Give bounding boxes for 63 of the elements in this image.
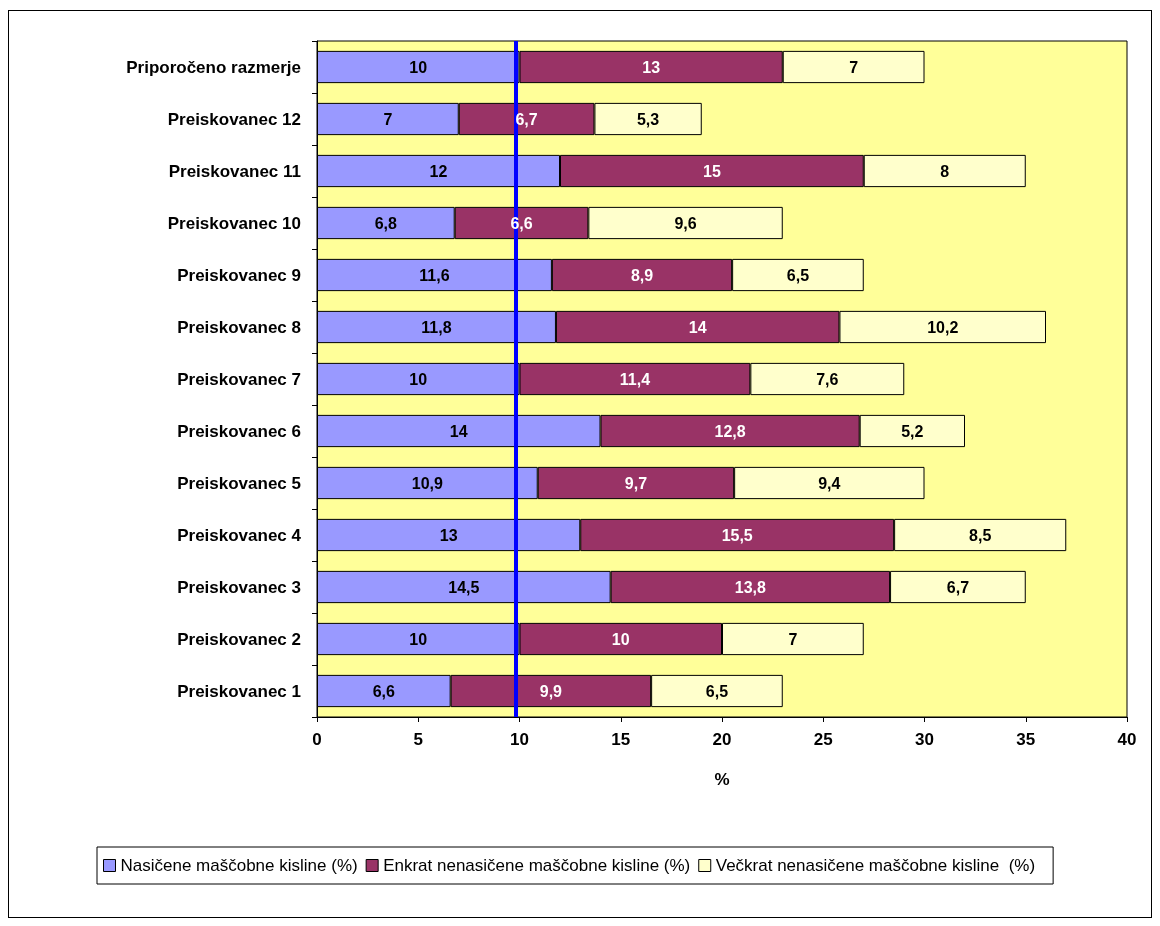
data-label: 7,6	[816, 370, 839, 388]
data-label: 6,5	[705, 682, 729, 700]
data-label: 13	[642, 58, 661, 76]
data-label: 11,4	[619, 370, 651, 388]
y-tick-label: Preiskovanec 5	[177, 473, 301, 493]
y-tick-label: Preiskovanec 9	[177, 265, 301, 285]
data-label: 11,8	[421, 318, 452, 336]
data-label: 10	[409, 370, 428, 388]
data-label: 7	[788, 630, 798, 648]
data-label: 5,3	[636, 110, 660, 128]
data-label: 14	[449, 422, 468, 440]
data-label: 9,9	[539, 682, 563, 700]
y-tick-label: Preiskovanec 7	[177, 369, 301, 389]
data-label: 7	[383, 110, 393, 128]
x-tick-label: 20	[712, 730, 732, 749]
y-tick-label: Preiskovanec 8	[177, 317, 301, 337]
data-label: 15,5	[721, 526, 753, 544]
data-label: 10	[409, 630, 428, 648]
data-label: 10,2	[927, 318, 959, 336]
x-tick-label: 15	[611, 730, 631, 749]
legend-label: Nasičene maščobne kisline (%)	[120, 856, 358, 875]
x-tick-label: 10	[510, 730, 529, 749]
data-label: 6,8	[374, 214, 398, 232]
data-label: 8,5	[969, 526, 992, 544]
y-tick-label: Preiskovanec 10	[167, 213, 301, 233]
x-tick-label: 0	[312, 730, 322, 749]
y-tick-label: Priporočeno razmerje	[126, 57, 301, 77]
x-tick-label: 5	[413, 730, 423, 749]
data-label: 10	[611, 630, 630, 648]
x-axis-title: %	[714, 770, 730, 789]
data-label: 8	[940, 162, 950, 180]
data-label: 6,5	[786, 266, 810, 284]
y-tick-label: Preiskovanec 12	[167, 109, 301, 129]
data-label: 10,9	[411, 474, 444, 492]
data-label: 13,8	[734, 578, 767, 596]
data-label: 14,5	[448, 578, 480, 596]
legend-label: Večkrat nenasičene maščobne kisline (%)	[715, 856, 1036, 875]
data-label: 6,6	[372, 682, 396, 700]
x-tick-label: 30	[915, 730, 934, 749]
x-tick-label: 35	[1016, 730, 1036, 749]
data-label: 5,2	[901, 422, 924, 440]
data-label: 9,7	[624, 474, 648, 492]
data-label: 9,6	[674, 214, 697, 232]
y-tick-label: Preiskovanec 2	[177, 629, 301, 649]
data-label: 15	[702, 162, 721, 180]
data-label: 8,9	[630, 266, 654, 284]
data-label: 13	[439, 526, 458, 544]
y-tick-label: Preiskovanec 4	[177, 525, 302, 545]
data-label: 12	[429, 162, 448, 180]
y-tick-label: Preiskovanec 11	[168, 161, 301, 181]
y-tick-label: Preiskovanec 1	[177, 681, 301, 701]
data-label: 10	[409, 58, 428, 76]
data-label: 7	[849, 58, 859, 76]
legend-label: Enkrat nenasičene maščobne kisline (%)	[383, 856, 691, 875]
data-label: 11,6	[419, 266, 450, 284]
y-tick-label: Preiskovanec 3	[177, 577, 301, 597]
data-label: 9,4	[818, 474, 841, 492]
y-tick-label: Preiskovanec 6	[177, 421, 301, 441]
data-label: 14	[688, 318, 707, 336]
data-label: 12,8	[714, 422, 746, 440]
data-label: 6,7	[946, 578, 970, 596]
x-tick-label: 25	[813, 730, 833, 749]
x-tick-label: 40	[1117, 730, 1137, 749]
